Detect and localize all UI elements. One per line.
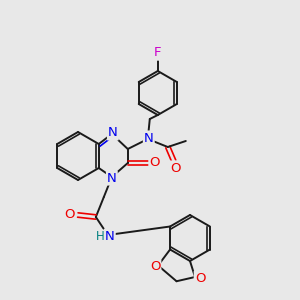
Text: O: O — [150, 260, 160, 273]
Text: N: N — [144, 131, 154, 145]
Text: O: O — [64, 208, 75, 221]
Text: F: F — [154, 46, 161, 59]
Text: O: O — [149, 157, 160, 169]
Text: H: H — [95, 230, 104, 244]
Text: N: N — [107, 172, 117, 184]
Text: N: N — [108, 127, 118, 140]
Text: O: O — [170, 161, 181, 175]
Text: N: N — [105, 230, 115, 242]
Text: O: O — [195, 272, 205, 284]
